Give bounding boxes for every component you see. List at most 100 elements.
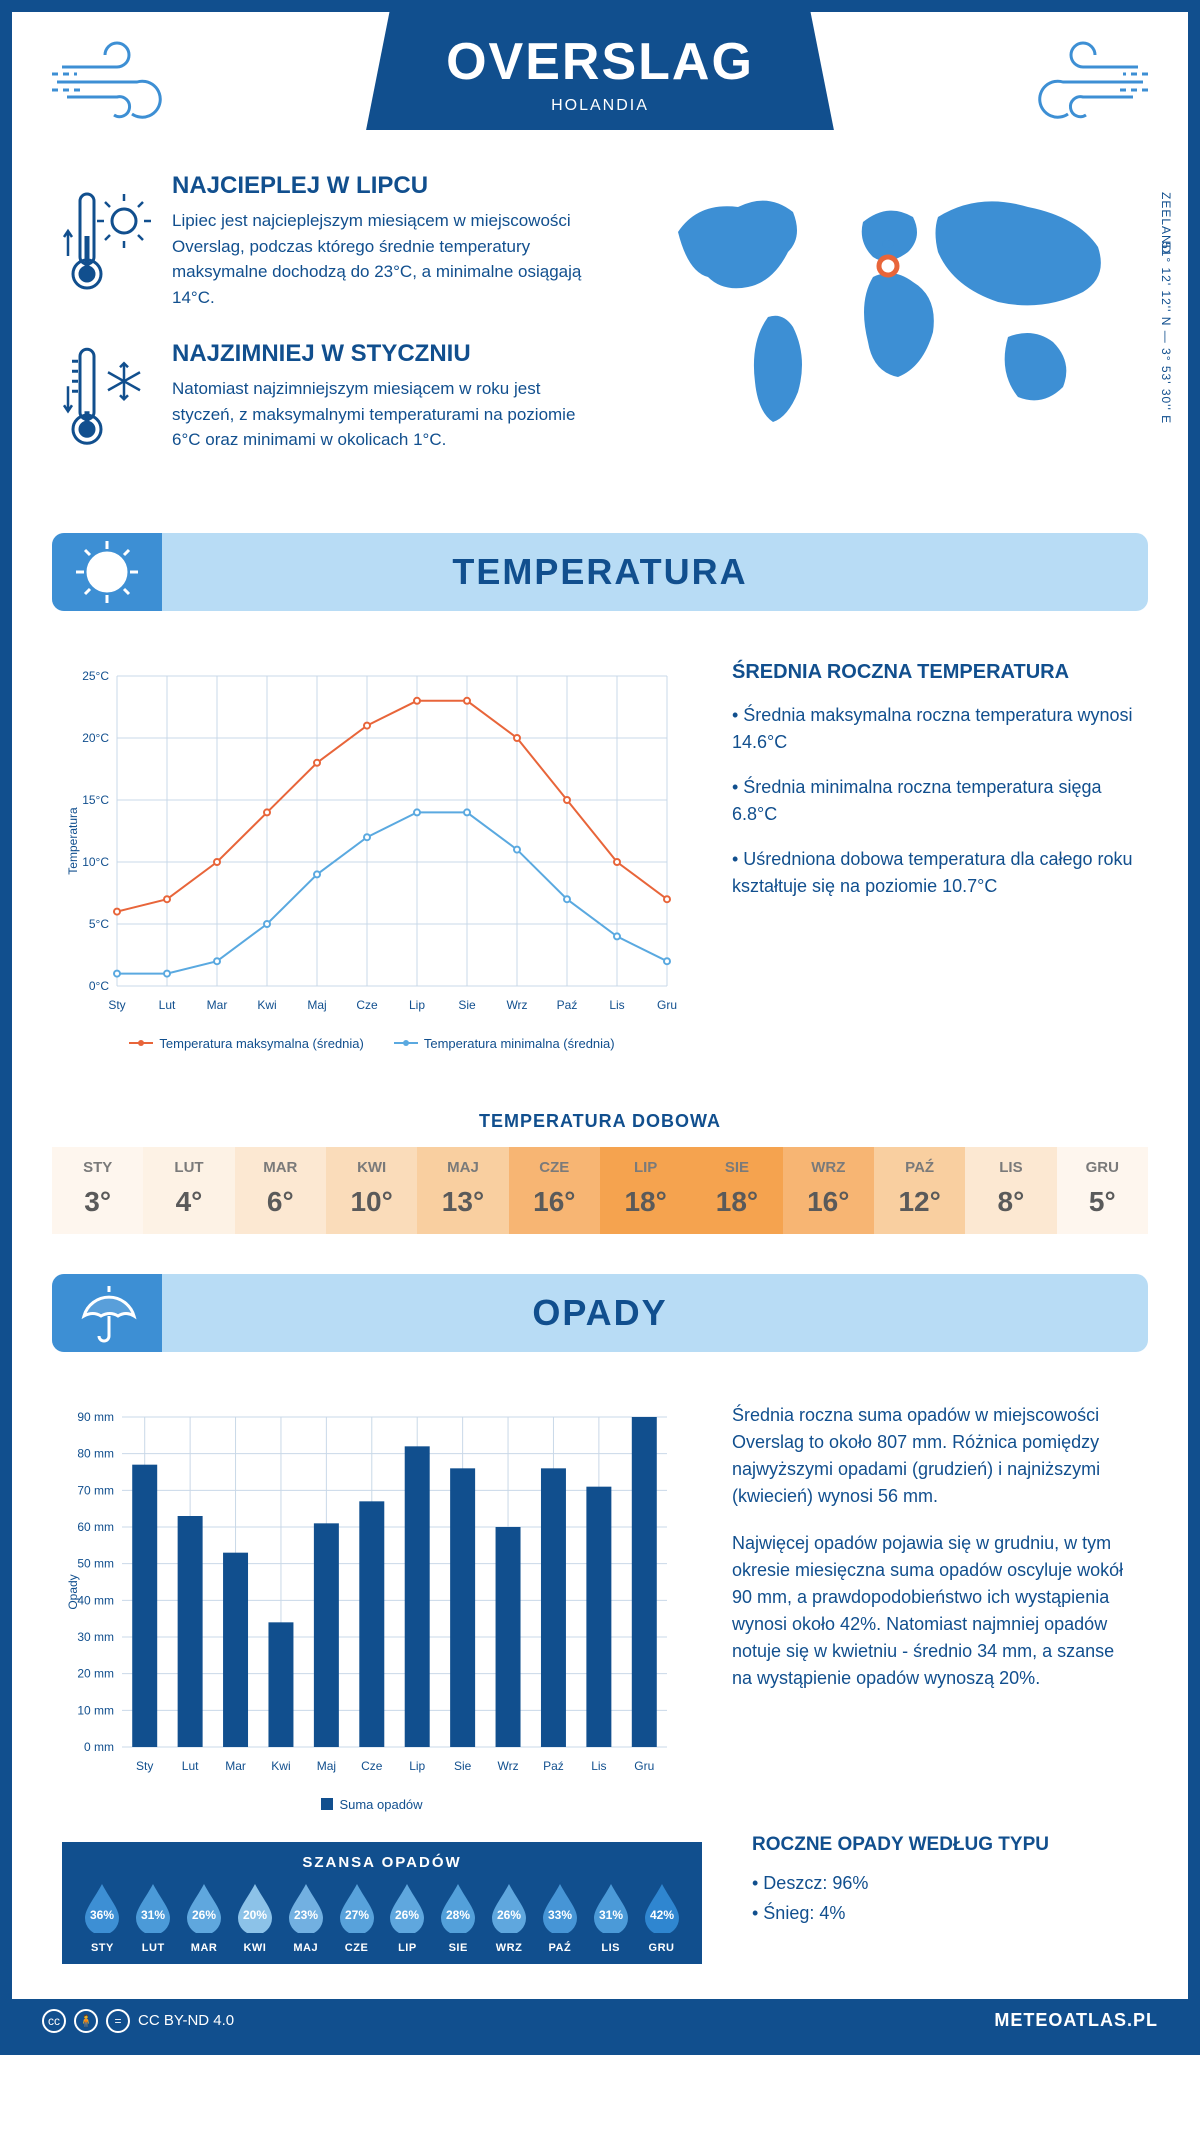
svg-text:Sty: Sty xyxy=(136,1759,153,1773)
daily-value: 12° xyxy=(874,1186,965,1218)
daily-value: 3° xyxy=(52,1186,143,1218)
daily-cell: GRU 5° xyxy=(1057,1147,1148,1234)
daily-month: GRU xyxy=(1057,1159,1148,1176)
chance-drop: 36% STY xyxy=(77,1881,128,1954)
svg-text:15°C: 15°C xyxy=(82,793,109,807)
daily-value: 5° xyxy=(1057,1186,1148,1218)
svg-text:20°C: 20°C xyxy=(82,731,109,745)
svg-text:Wrz: Wrz xyxy=(506,998,527,1012)
chance-month: CZE xyxy=(331,1942,382,1954)
umbrella-accent xyxy=(52,1274,162,1352)
svg-text:31%: 31% xyxy=(599,1908,623,1922)
svg-text:26%: 26% xyxy=(192,1908,216,1922)
daily-month: CZE xyxy=(509,1159,600,1176)
svg-text:20 mm: 20 mm xyxy=(77,1666,114,1680)
daily-value: 13° xyxy=(417,1186,508,1218)
rain-type-item: • Śnieg: 4% xyxy=(752,1898,1138,1929)
nd-icon: = xyxy=(106,2009,130,2033)
daily-temp-grid: STY3°LUT4°MAR6°KWI10°MAJ13°CZE16°LIP18°S… xyxy=(52,1147,1148,1234)
daily-month: LUT xyxy=(143,1159,234,1176)
page-frame: OVERSLAG HOLANDIA xyxy=(0,0,1200,2055)
legend-rain: Suma opadów xyxy=(321,1797,422,1812)
fact-cold-title: NAJZIMNIEJ W STYCZNIU xyxy=(172,340,598,368)
svg-text:Lis: Lis xyxy=(609,998,624,1012)
chance-drop: 42% GRU xyxy=(636,1881,687,1954)
rain-text-1: Średnia roczna suma opadów w miejscowośc… xyxy=(732,1402,1138,1510)
chance-month: KWI xyxy=(229,1942,280,1954)
fact-coldest: NAJZIMNIEJ W STYCZNIU Natomiast najzimni… xyxy=(62,340,598,453)
chance-month: PAŹ xyxy=(534,1942,585,1954)
rainfall-legend: Suma opadów xyxy=(62,1797,682,1812)
rainfall-chart-wrap: 0 mm10 mm20 mm30 mm40 mm50 mm60 mm70 mm8… xyxy=(62,1402,682,1812)
daily-cell: LIS8° xyxy=(965,1147,1056,1234)
svg-text:27%: 27% xyxy=(345,1908,369,1922)
license-block: cc 🧍 = CC BY-ND 4.0 xyxy=(42,2009,234,2033)
svg-text:80 mm: 80 mm xyxy=(77,1446,114,1460)
daily-cell: MAJ13° xyxy=(417,1147,508,1234)
svg-text:Temperatura: Temperatura xyxy=(66,806,80,874)
temperature-summary: ŚREDNIA ROCZNA TEMPERATURA • Średnia mak… xyxy=(732,661,1138,1051)
svg-text:33%: 33% xyxy=(548,1908,572,1922)
daily-value: 10° xyxy=(326,1186,417,1218)
svg-text:Maj: Maj xyxy=(317,1759,336,1773)
svg-text:Gru: Gru xyxy=(657,998,677,1012)
by-icon: 🧍 xyxy=(74,2009,98,2033)
svg-text:0 mm: 0 mm xyxy=(84,1740,114,1754)
raindrop-icon: 36% xyxy=(81,1881,123,1933)
svg-text:Paź: Paź xyxy=(543,1759,564,1773)
daily-month: LIP xyxy=(600,1159,691,1176)
svg-text:Cze: Cze xyxy=(356,998,378,1012)
chance-drop: 27% CZE xyxy=(331,1881,382,1954)
svg-text:Mar: Mar xyxy=(207,998,228,1012)
rainfall-title: OPADY xyxy=(72,1292,1128,1334)
temperature-legend: Temperatura maksymalna (średnia) Tempera… xyxy=(62,1036,682,1051)
daily-value: 16° xyxy=(509,1186,600,1218)
thermometer-snow-icon xyxy=(62,340,152,453)
svg-text:Mar: Mar xyxy=(225,1759,246,1773)
raindrop-icon: 31% xyxy=(132,1881,174,1933)
rainfall-body: 0 mm10 mm20 mm30 mm40 mm50 mm60 mm70 mm8… xyxy=(12,1372,1188,1832)
chance-month: GRU xyxy=(636,1942,687,1954)
svg-text:30 mm: 30 mm xyxy=(77,1630,114,1644)
svg-text:26%: 26% xyxy=(497,1908,521,1922)
svg-text:5°C: 5°C xyxy=(89,917,109,931)
svg-text:Kwi: Kwi xyxy=(271,1759,290,1773)
temperature-body: 0°C5°C10°C15°C20°C25°CStyLutMarKwiMajCze… xyxy=(12,631,1188,1081)
brand-label: METEOATLAS.PL xyxy=(994,2010,1158,2031)
chance-month: LIS xyxy=(585,1942,636,1954)
daily-month: STY xyxy=(52,1159,143,1176)
intro-section: NAJCIEPLEJ W LIPCU Lipiec jest najcieple… xyxy=(12,132,1188,513)
daily-cell: LIP 18° xyxy=(600,1147,691,1234)
location-title: OVERSLAG xyxy=(446,32,754,92)
daily-cell: SIE18° xyxy=(691,1147,782,1234)
fact-hot-title: NAJCIEPLEJ W LIPCU xyxy=(172,172,598,200)
svg-text:Kwi: Kwi xyxy=(257,998,276,1012)
temp-bullet: • Średnia maksymalna roczna temperatura … xyxy=(732,702,1138,756)
rain-type-item: • Deszcz: 96% xyxy=(752,1868,1138,1899)
svg-text:Lis: Lis xyxy=(591,1759,606,1773)
fact-cold-text: Natomiast najzimniejszym miesiącem w rok… xyxy=(172,376,598,453)
umbrella-icon xyxy=(72,1278,142,1348)
daily-cell: MAR6° xyxy=(235,1147,326,1234)
temperature-chart-wrap: 0°C5°C10°C15°C20°C25°CStyLutMarKwiMajCze… xyxy=(62,661,682,1051)
chance-drop: 20% KWI xyxy=(229,1881,280,1954)
wind-icon-left xyxy=(52,32,192,132)
daily-cell: KWI 10° xyxy=(326,1147,417,1234)
chance-month: MAJ xyxy=(280,1942,331,1954)
svg-text:25°C: 25°C xyxy=(82,669,109,683)
svg-text:28%: 28% xyxy=(446,1908,470,1922)
chance-month: WRZ xyxy=(484,1942,535,1954)
daily-cell: PAŹ12° xyxy=(874,1147,965,1234)
daily-cell: STY 3° xyxy=(52,1147,143,1234)
svg-text:Opady: Opady xyxy=(66,1574,80,1609)
daily-value: 18° xyxy=(600,1186,691,1218)
daily-month: WRZ xyxy=(783,1159,874,1176)
daily-temp-title: TEMPERATURA DOBOWA xyxy=(12,1111,1188,1132)
daily-value: 8° xyxy=(965,1186,1056,1218)
location-marker-icon xyxy=(879,257,897,275)
rain-chance-box: SZANSA OPADÓW 36% STY 31% LUT 26% MAR 20… xyxy=(62,1842,702,1964)
daily-month: KWI xyxy=(326,1159,417,1176)
daily-month: SIE xyxy=(691,1159,782,1176)
svg-text:Lut: Lut xyxy=(159,998,176,1012)
facts-column: NAJCIEPLEJ W LIPCU Lipiec jest najcieple… xyxy=(62,172,598,483)
